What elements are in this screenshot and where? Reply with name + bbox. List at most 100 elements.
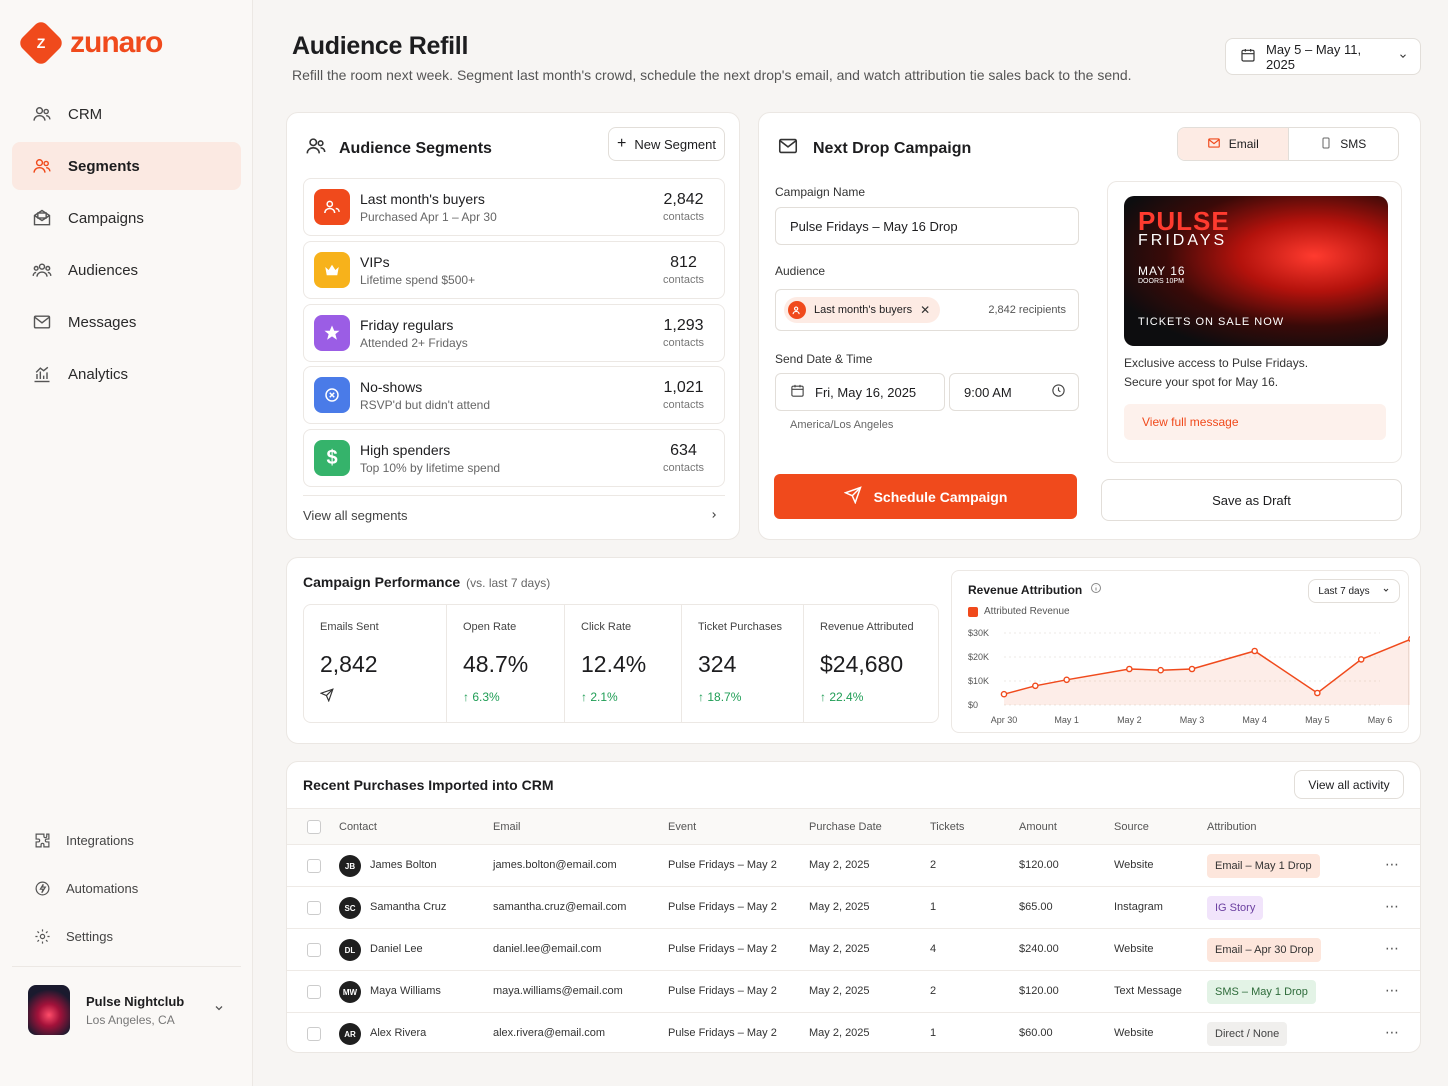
contact-email: daniel.lee@email.com [493, 943, 602, 955]
preview-cta: TICKETS ON SALE NOW [1138, 316, 1285, 328]
sidebar-item-messages[interactable]: Messages [12, 298, 241, 346]
x-circle-icon [314, 377, 350, 413]
col-tickets[interactable]: Tickets [930, 821, 965, 833]
contact-name[interactable]: Daniel Lee [370, 943, 423, 955]
new-segment-button[interactable]: + New Segment [608, 127, 725, 161]
purchases-card: Recent Purchases Imported into CRM View … [286, 761, 1421, 1053]
contact-name[interactable]: Maya Williams [370, 985, 441, 997]
segment-row[interactable]: No-shows RSVP'd but didn't attend 1,021 co… [303, 366, 725, 424]
sidebar-item-label: Automations [66, 880, 139, 896]
tab-sms[interactable]: SMS [1289, 128, 1399, 160]
purchase-date: May 2, 2025 [809, 901, 870, 913]
row-checkbox[interactable] [307, 859, 321, 873]
kpi-click-rate: Click Rate 12.4% ↑ 2.1% [565, 605, 682, 723]
sidebar-item-audiences[interactable]: Audiences [12, 246, 241, 294]
col-source[interactable]: Source [1114, 821, 1149, 833]
row-checkbox[interactable] [307, 985, 321, 999]
sidebar-item-segments[interactable]: Segments [12, 142, 241, 190]
col-attribution[interactable]: Attribution [1207, 821, 1257, 833]
segment-row[interactable]: $ High spenders Top 10% by lifetime spend… [303, 429, 725, 487]
info-icon[interactable] [1090, 581, 1102, 599]
more-icon[interactable]: ⋯ [1385, 940, 1400, 956]
send-date-input[interactable]: Fri, May 16, 2025 [775, 373, 945, 411]
audience-chip[interactable]: Last month's buyers ✕ [784, 297, 941, 323]
col-purchase-date[interactable]: Purchase Date [809, 821, 882, 833]
save-draft-button[interactable]: Save as Draft [1101, 479, 1402, 521]
row-checkbox[interactable] [307, 901, 321, 915]
table-row[interactable]: MW Maya Williams maya.williams@email.com… [287, 970, 1420, 1012]
segments-title: Audience Segments [339, 139, 492, 157]
segment-row[interactable]: Last month's buyers Purchased Apr 1 – Apr… [303, 178, 725, 236]
table-row[interactable]: AR Alex Rivera alex.rivera@email.com Pul… [287, 1012, 1420, 1052]
close-icon[interactable]: ✕ [920, 303, 931, 317]
date-range-picker[interactable]: May 5 – May 11, 2025 [1225, 38, 1421, 75]
sidebar-item-campaigns[interactable]: Campaigns [12, 194, 241, 242]
view-all-activity-button[interactable]: View all activity [1294, 770, 1404, 799]
select-all-checkbox[interactable] [307, 820, 321, 834]
row-checkbox[interactable] [307, 943, 321, 957]
profile-name: Pulse Nightclub [86, 993, 185, 1009]
range-label: Last 7 days [1318, 585, 1370, 597]
contact-email: maya.williams@email.com [493, 985, 623, 997]
sidebar-item-crm[interactable]: CRM [12, 90, 241, 138]
view-full-message-button[interactable]: View full message [1124, 404, 1386, 440]
save-draft-label: Save as Draft [1212, 492, 1291, 508]
col-contact[interactable]: Contact [339, 821, 377, 833]
tickets: 4 [930, 943, 937, 955]
amount: $65.00 [1019, 901, 1053, 913]
sidebar: Z zunaro CRM Segments Campaigns Audience… [0, 0, 253, 1086]
view-full-message-label: View full message [1142, 415, 1239, 429]
col-amount[interactable]: Amount [1019, 821, 1057, 833]
users-icon [788, 301, 806, 319]
email-preview: PULSE FRIDAYS MAY 16 DOORS 10PM TICKETS … [1107, 181, 1402, 463]
table-row[interactable]: JB James Bolton james.bolton@email.com P… [287, 844, 1420, 886]
kpi-label: Ticket Purchases [698, 621, 782, 633]
audience-select[interactable]: Last month's buyers ✕ 2,842 recipients [775, 289, 1079, 331]
campaign-name-value: Pulse Fridays – May 16 Drop [790, 218, 958, 234]
row-checkbox[interactable] [307, 1027, 321, 1041]
audience-label: Audience [775, 264, 826, 278]
more-icon[interactable]: ⋯ [1385, 898, 1400, 914]
bar-chart-icon [32, 364, 52, 384]
kpi-ticket-purchases: Ticket Purchases 324 ↑ 18.7% [682, 605, 804, 723]
range-dropdown[interactable]: Last 7 days [1308, 579, 1400, 603]
preview-hero-image: PULSE FRIDAYS MAY 16 DOORS 10PM TICKETS … [1124, 196, 1388, 346]
tab-email[interactable]: Email [1178, 128, 1289, 160]
col-event[interactable]: Event [668, 821, 697, 833]
y-tick-label: $10K [968, 676, 989, 686]
schedule-campaign-button[interactable]: Schedule Campaign [774, 474, 1077, 519]
send-date-value: Fri, May 16, 2025 [815, 384, 917, 400]
sidebar-item-label: Segments [68, 157, 140, 175]
sidebar-item-integrations[interactable]: Integrations [12, 818, 241, 862]
more-icon[interactable]: ⋯ [1385, 856, 1400, 872]
table-row[interactable]: DL Daniel Lee daniel.lee@email.com Pulse… [287, 928, 1420, 970]
segment-unit: contacts [663, 462, 704, 474]
sidebar-item-analytics[interactable]: Analytics [12, 350, 241, 398]
profile-switcher[interactable]: Pulse Nightclub Los Angeles, CA [12, 966, 241, 1035]
timezone-label: America/Los Angeles [790, 419, 894, 431]
send-time-input[interactable]: 9:00 AM [949, 373, 1079, 411]
col-email[interactable]: Email [493, 821, 521, 833]
more-icon[interactable]: ⋯ [1385, 982, 1400, 998]
campaign-title: Next Drop Campaign [813, 139, 972, 157]
more-icon[interactable]: ⋯ [1385, 1024, 1400, 1040]
sidebar-item-automations[interactable]: Automations [12, 866, 241, 910]
source: Instagram [1114, 901, 1163, 913]
contact-name[interactable]: Alex Rivera [370, 1027, 427, 1039]
contact-name[interactable]: Samantha Cruz [370, 901, 447, 913]
contact-name[interactable]: James Bolton [370, 859, 437, 871]
mail-open-icon [32, 208, 52, 228]
sidebar-item-label: Analytics [68, 365, 129, 383]
purchase-date: May 2, 2025 [809, 985, 870, 997]
purchase-date: May 2, 2025 [809, 859, 870, 871]
sidebar-item-settings[interactable]: Settings [12, 914, 241, 958]
table-row[interactable]: SC Samantha Cruz samantha.cruz@email.com… [287, 886, 1420, 928]
tab-label: SMS [1340, 137, 1367, 151]
segment-row[interactable]: VIPs Lifetime spend $500+ 812 contacts [303, 241, 725, 299]
campaign-name-input[interactable]: Pulse Fridays – May 16 Drop [775, 207, 1079, 245]
logo[interactable]: Z zunaro [16, 18, 163, 68]
segment-row[interactable]: Friday regulars Attended 2+ Fridays 1,293… [303, 304, 725, 362]
view-all-segments-link[interactable]: View all segments [303, 495, 725, 523]
dollar-icon: $ [314, 440, 350, 476]
preview-brand2: FRIDAYS [1138, 232, 1228, 249]
